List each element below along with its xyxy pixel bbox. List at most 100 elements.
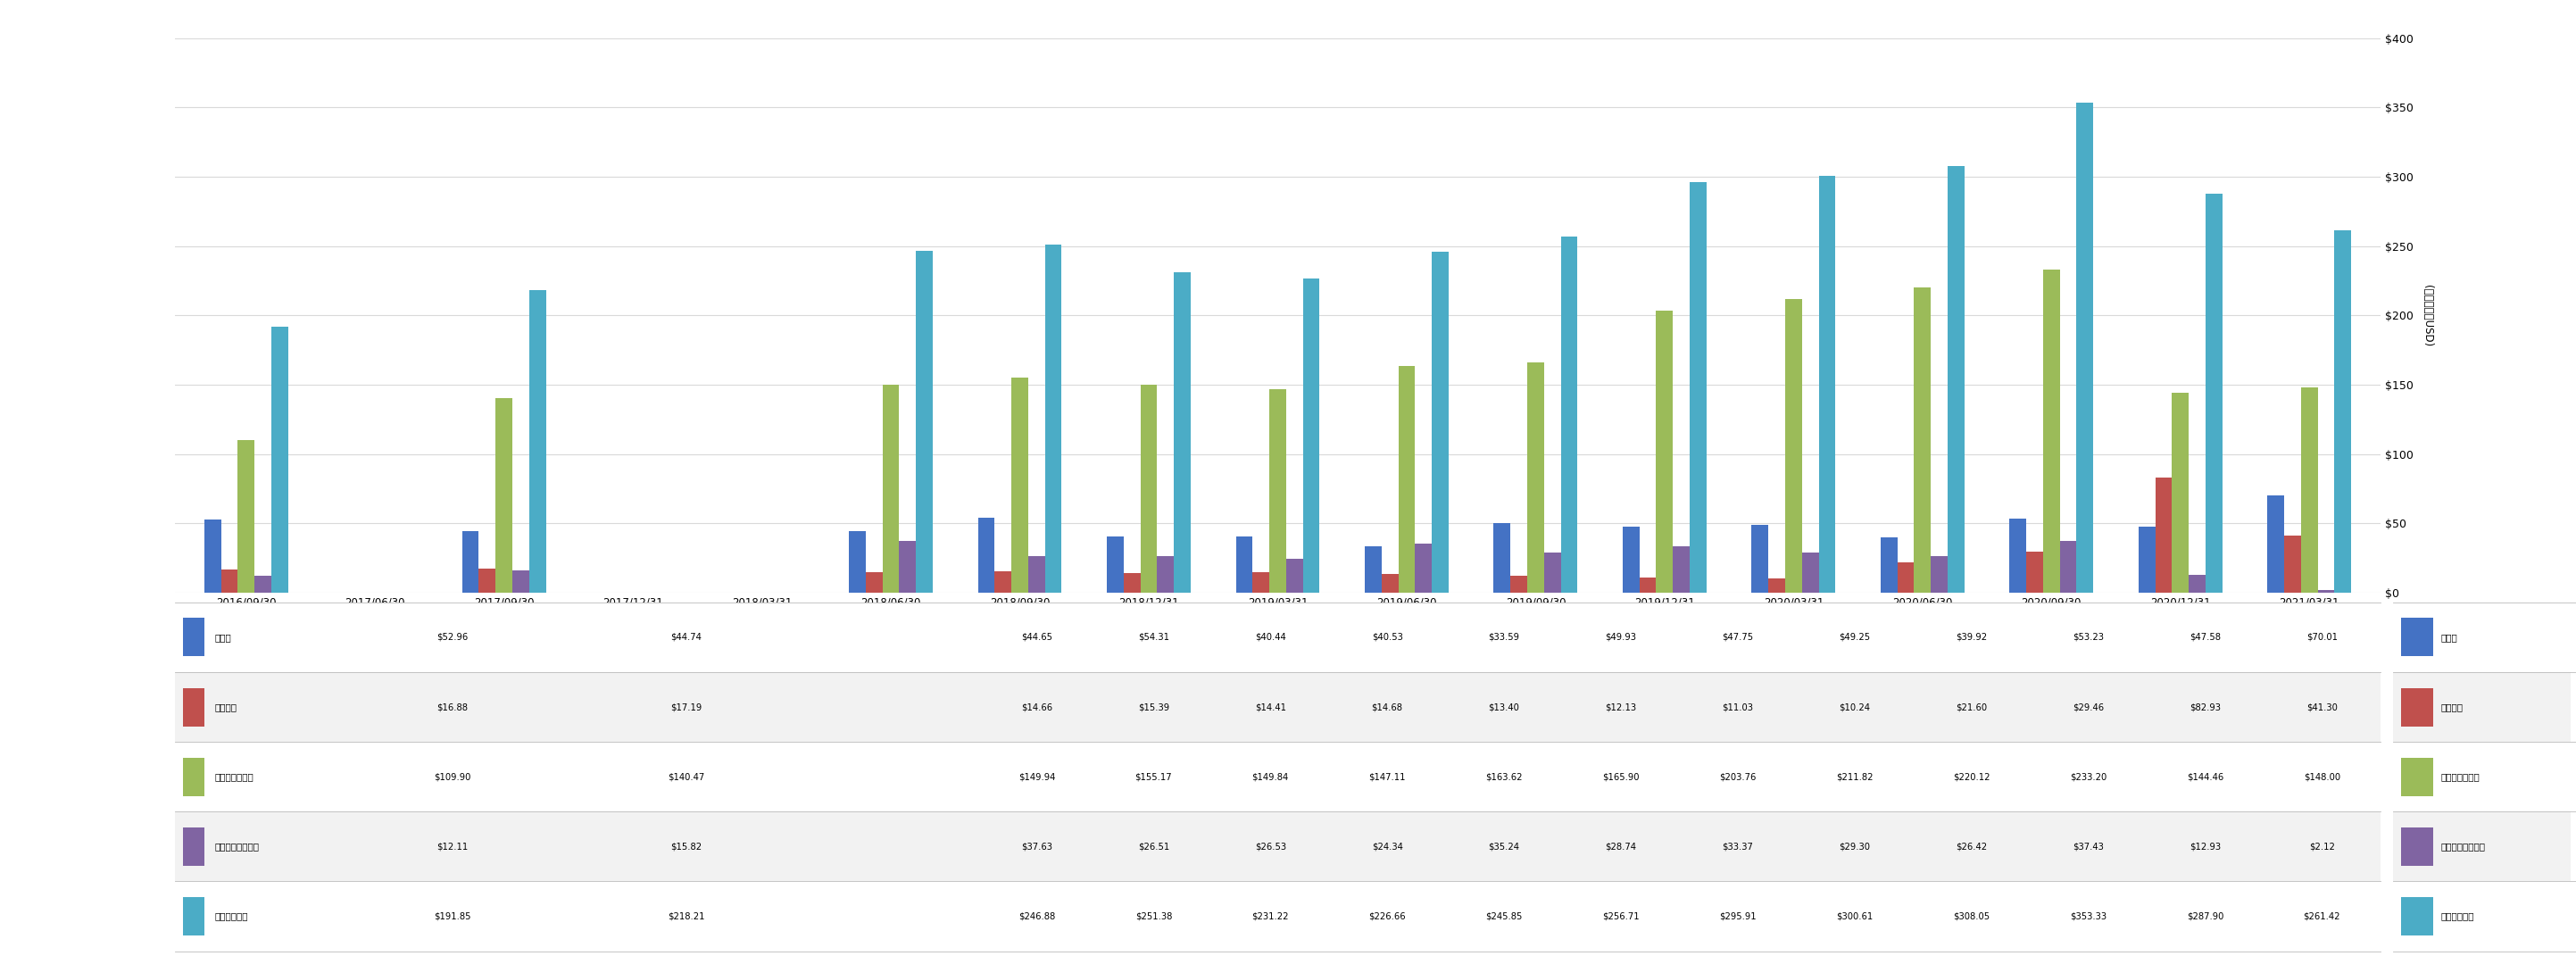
- Text: $15.82: $15.82: [670, 842, 701, 851]
- Text: $33.37: $33.37: [1723, 842, 1754, 851]
- Text: $12.13: $12.13: [1605, 703, 1636, 711]
- Bar: [1028, 556, 1046, 593]
- Text: $24.34: $24.34: [1370, 842, 1404, 851]
- Bar: [2138, 527, 2156, 593]
- Text: $144.46: $144.46: [2187, 772, 2223, 781]
- Text: $300.61: $300.61: [1837, 912, 1873, 921]
- Text: $41.30: $41.30: [2306, 703, 2336, 711]
- Bar: [1236, 536, 1252, 593]
- Bar: [979, 517, 994, 593]
- Text: $14.41: $14.41: [1255, 703, 1285, 711]
- Bar: [917, 250, 933, 593]
- Text: 短期有利子負債: 短期有利子負債: [2439, 772, 2481, 781]
- Bar: [994, 572, 1012, 593]
- Bar: [1046, 244, 1061, 593]
- Bar: [1880, 537, 1899, 593]
- Bar: [2300, 387, 2318, 593]
- Text: $211.82: $211.82: [1837, 772, 1873, 781]
- Bar: [1752, 525, 1767, 593]
- Text: その他の流動負債: その他の流動負債: [2439, 842, 2486, 851]
- Bar: [461, 531, 479, 593]
- Text: $28.74: $28.74: [1605, 842, 1636, 851]
- Text: $44.65: $44.65: [1020, 633, 1054, 641]
- Bar: [2334, 230, 2352, 593]
- Text: $29.46: $29.46: [2074, 703, 2105, 711]
- Text: $10.24: $10.24: [1839, 703, 1870, 711]
- Bar: [2043, 270, 2061, 593]
- Text: $148.00: $148.00: [2303, 772, 2339, 781]
- Bar: [1303, 278, 1319, 593]
- Bar: [1252, 573, 1270, 593]
- Bar: [1108, 536, 1123, 593]
- Bar: [2172, 393, 2190, 593]
- Text: $218.21: $218.21: [667, 912, 706, 921]
- Text: $226.66: $226.66: [1368, 912, 1406, 921]
- Bar: [1561, 237, 1577, 593]
- Text: $220.12: $220.12: [1953, 772, 1989, 781]
- Bar: [1157, 556, 1175, 593]
- Bar: [1494, 524, 1510, 593]
- Text: $191.85: $191.85: [433, 912, 471, 921]
- Text: 短期有利子負債: 短期有利子負債: [216, 772, 255, 781]
- Bar: [1432, 252, 1448, 593]
- Bar: [270, 327, 289, 593]
- Text: 買掛金: 買掛金: [216, 633, 232, 641]
- Bar: [2318, 590, 2334, 593]
- Bar: [1543, 553, 1561, 593]
- Text: $39.92: $39.92: [1955, 633, 1986, 641]
- Bar: [495, 398, 513, 593]
- Bar: [528, 291, 546, 593]
- Text: $40.44: $40.44: [1255, 633, 1285, 641]
- Text: $109.90: $109.90: [435, 772, 471, 781]
- Text: 買掛金: 買掛金: [2439, 633, 2458, 641]
- Text: $149.94: $149.94: [1018, 772, 1056, 781]
- Text: $14.68: $14.68: [1370, 703, 1404, 711]
- Bar: [2076, 103, 2094, 593]
- Bar: [204, 519, 222, 593]
- Text: $37.43: $37.43: [2074, 842, 2105, 851]
- Text: $256.71: $256.71: [1602, 912, 1638, 921]
- Text: $49.93: $49.93: [1605, 633, 1636, 641]
- Bar: [1414, 544, 1432, 593]
- Bar: [513, 571, 528, 593]
- Y-axis label: (単位：百万USD): (単位：百万USD): [2421, 285, 2432, 346]
- Bar: [1899, 563, 1914, 593]
- Bar: [866, 573, 884, 593]
- Bar: [1672, 547, 1690, 593]
- Text: $12.11: $12.11: [438, 842, 469, 851]
- Text: $21.60: $21.60: [1955, 703, 1986, 711]
- Text: $246.88: $246.88: [1018, 912, 1056, 921]
- Text: 流動負債合計: 流動負債合計: [2439, 912, 2473, 921]
- Bar: [1914, 288, 1932, 593]
- Text: $245.85: $245.85: [1486, 912, 1522, 921]
- Bar: [1623, 527, 1638, 593]
- Text: $295.91: $295.91: [1718, 912, 1757, 921]
- Text: $231.22: $231.22: [1252, 912, 1288, 921]
- Text: $54.31: $54.31: [1139, 633, 1170, 641]
- Text: $47.75: $47.75: [1721, 633, 1754, 641]
- Bar: [2285, 535, 2300, 593]
- Text: $203.76: $203.76: [1718, 772, 1757, 781]
- Text: $29.30: $29.30: [1839, 842, 1870, 851]
- Text: $155.17: $155.17: [1136, 772, 1172, 781]
- Bar: [222, 570, 237, 593]
- Bar: [1399, 366, 1414, 593]
- Text: $15.39: $15.39: [1139, 703, 1170, 711]
- Text: $251.38: $251.38: [1136, 912, 1172, 921]
- Bar: [2190, 575, 2205, 593]
- Text: $26.42: $26.42: [1955, 842, 1986, 851]
- Text: $353.33: $353.33: [2069, 912, 2107, 921]
- Text: 流動負債合計: 流動負債合計: [216, 912, 247, 921]
- Bar: [1528, 362, 1543, 593]
- Bar: [1270, 389, 1285, 593]
- Text: $163.62: $163.62: [1486, 772, 1522, 781]
- Bar: [2027, 552, 2043, 593]
- Bar: [1656, 311, 1672, 593]
- Bar: [2009, 519, 2027, 593]
- Text: $149.84: $149.84: [1252, 772, 1288, 781]
- Bar: [1932, 556, 1947, 593]
- Text: $12.93: $12.93: [2190, 842, 2221, 851]
- Text: $35.24: $35.24: [1489, 842, 1520, 851]
- Bar: [2267, 495, 2285, 593]
- Text: $82.93: $82.93: [2190, 703, 2221, 711]
